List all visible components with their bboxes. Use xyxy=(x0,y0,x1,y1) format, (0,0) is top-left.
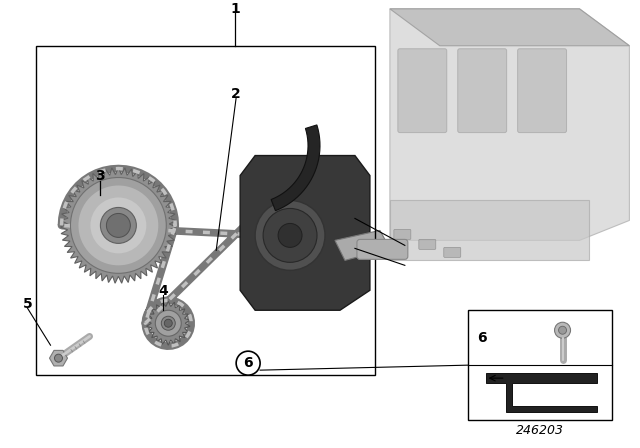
FancyBboxPatch shape xyxy=(394,229,411,239)
Circle shape xyxy=(161,316,175,330)
Circle shape xyxy=(156,310,181,336)
Circle shape xyxy=(559,326,566,334)
Text: 6: 6 xyxy=(477,331,486,345)
Circle shape xyxy=(263,208,317,263)
Bar xyxy=(390,200,589,260)
Polygon shape xyxy=(61,168,176,283)
Circle shape xyxy=(100,207,136,243)
Circle shape xyxy=(106,213,131,237)
Polygon shape xyxy=(390,9,629,241)
Polygon shape xyxy=(147,301,190,345)
FancyBboxPatch shape xyxy=(398,49,447,133)
Text: 6: 6 xyxy=(243,356,253,370)
Circle shape xyxy=(54,354,63,362)
FancyBboxPatch shape xyxy=(419,239,436,250)
Bar xyxy=(36,46,375,375)
Polygon shape xyxy=(390,9,629,46)
Polygon shape xyxy=(240,155,370,310)
Circle shape xyxy=(70,177,166,273)
Text: 5: 5 xyxy=(22,297,33,311)
Polygon shape xyxy=(49,350,67,366)
Polygon shape xyxy=(486,373,598,412)
FancyBboxPatch shape xyxy=(357,239,408,259)
Circle shape xyxy=(164,319,172,327)
Circle shape xyxy=(90,198,147,254)
Text: 3: 3 xyxy=(95,168,105,182)
Text: 1: 1 xyxy=(230,2,240,16)
Circle shape xyxy=(236,351,260,375)
Circle shape xyxy=(255,200,325,270)
Text: 246203: 246203 xyxy=(516,423,564,436)
Text: 2: 2 xyxy=(231,86,241,101)
Circle shape xyxy=(278,224,302,247)
Polygon shape xyxy=(271,125,320,211)
Text: 4: 4 xyxy=(159,284,168,298)
FancyBboxPatch shape xyxy=(518,49,566,133)
Circle shape xyxy=(554,322,570,338)
FancyBboxPatch shape xyxy=(444,247,461,257)
Bar xyxy=(468,310,612,420)
Circle shape xyxy=(79,185,158,265)
FancyBboxPatch shape xyxy=(458,49,507,133)
Polygon shape xyxy=(335,230,390,260)
